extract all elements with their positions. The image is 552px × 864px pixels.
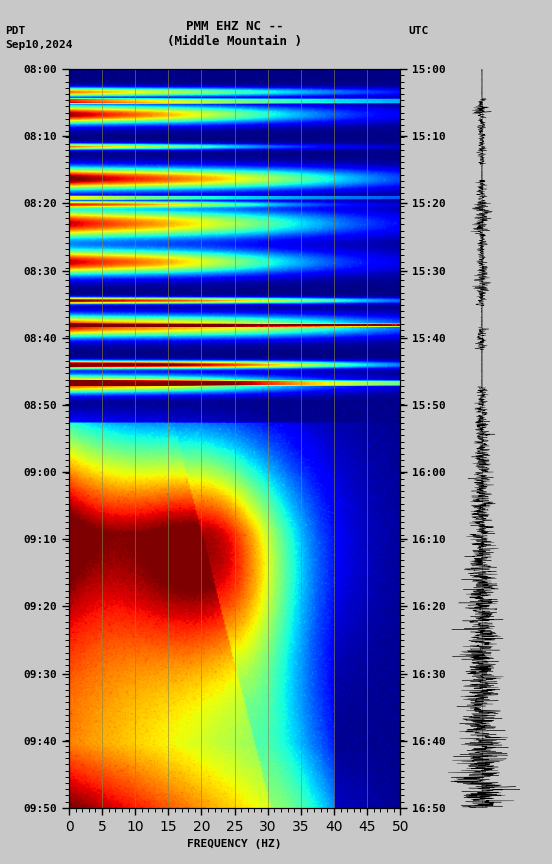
Text: Sep10,2024: Sep10,2024 [6, 40, 73, 50]
Text: PDT: PDT [6, 26, 26, 36]
Text: UTC: UTC [408, 26, 429, 36]
X-axis label: FREQUENCY (HZ): FREQUENCY (HZ) [187, 839, 282, 849]
Text: (Middle Mountain ): (Middle Mountain ) [167, 35, 302, 48]
Text: PMM EHZ NC --: PMM EHZ NC -- [186, 20, 283, 33]
